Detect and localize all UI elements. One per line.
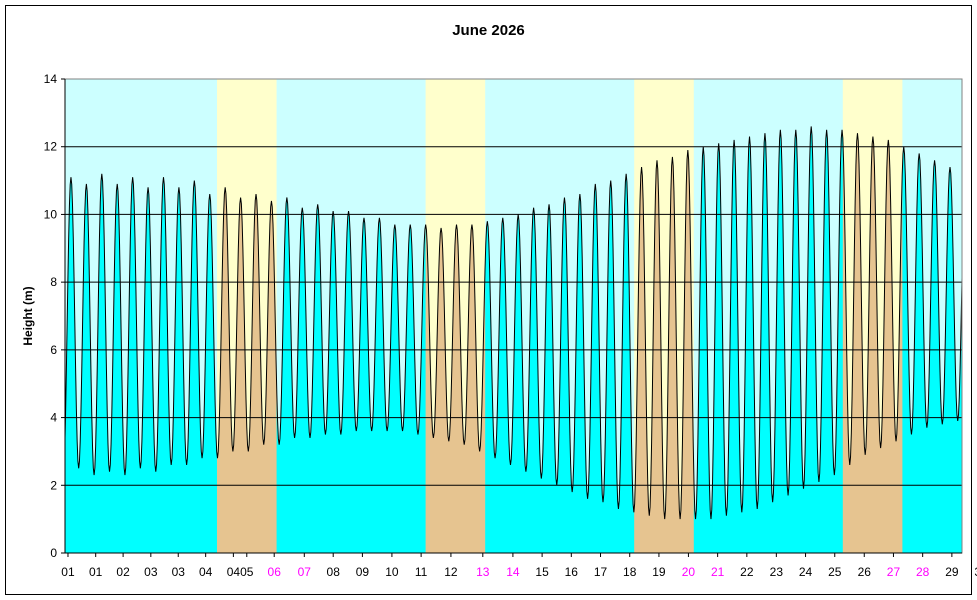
y-tick-label: 4	[50, 411, 57, 425]
x-tick-label: 04	[227, 565, 241, 579]
x-tick-label: 13	[476, 565, 490, 579]
x-tick-label: 03	[172, 565, 186, 579]
chart-title: June 2026	[452, 22, 525, 39]
x-tick-label: 15	[535, 565, 549, 579]
x-tick-label: 11	[415, 565, 428, 579]
x-tick-label: 05	[240, 565, 254, 579]
x-tick-label: 12	[444, 565, 458, 579]
x-tick-label: 30	[974, 565, 977, 579]
tide-line	[65, 126, 962, 520]
x-tick-label: 27	[887, 565, 901, 579]
x-tick-label: 16	[565, 565, 579, 579]
y-tick-label: 2	[50, 478, 57, 492]
x-tick-label: 25	[828, 565, 842, 579]
x-tick-label: 02	[116, 565, 130, 579]
x-tick-label: 18	[623, 565, 637, 579]
x-tick-label: 19	[652, 565, 666, 579]
x-tick-label: 20	[682, 565, 696, 579]
y-tick-label: 0	[50, 546, 57, 560]
y-tick-label: 8	[50, 275, 57, 289]
y-tick-label: 14	[44, 72, 58, 86]
x-tick-label: 21	[711, 565, 725, 579]
x-tick-label: 01	[61, 565, 75, 579]
x-tick-label: 07	[298, 565, 312, 579]
y-tick-label: 12	[44, 140, 58, 154]
x-tick-label: 08	[327, 565, 341, 579]
y-tick-label: 10	[44, 207, 58, 221]
tide-line-layer	[65, 126, 962, 520]
x-tick-label: 28	[916, 565, 930, 579]
x-tick-label: 23	[770, 565, 784, 579]
x-tick-label: 14	[506, 565, 520, 579]
x-tick-label: 03	[144, 565, 158, 579]
x-tick-label: 22	[740, 565, 754, 579]
x-tick-label: 10	[385, 565, 399, 579]
x-tick-label: 24	[799, 565, 813, 579]
x-tick-label: 01	[89, 565, 103, 579]
x-tick-label: 04	[199, 565, 213, 579]
x-tick-label: 26	[858, 565, 872, 579]
x-tick-label: 09	[356, 565, 370, 579]
y-tick-label: 6	[50, 343, 57, 357]
x-tick-label: 29	[945, 565, 959, 579]
x-tick-label: 17	[594, 565, 608, 579]
x-tick-label: 06	[268, 565, 282, 579]
